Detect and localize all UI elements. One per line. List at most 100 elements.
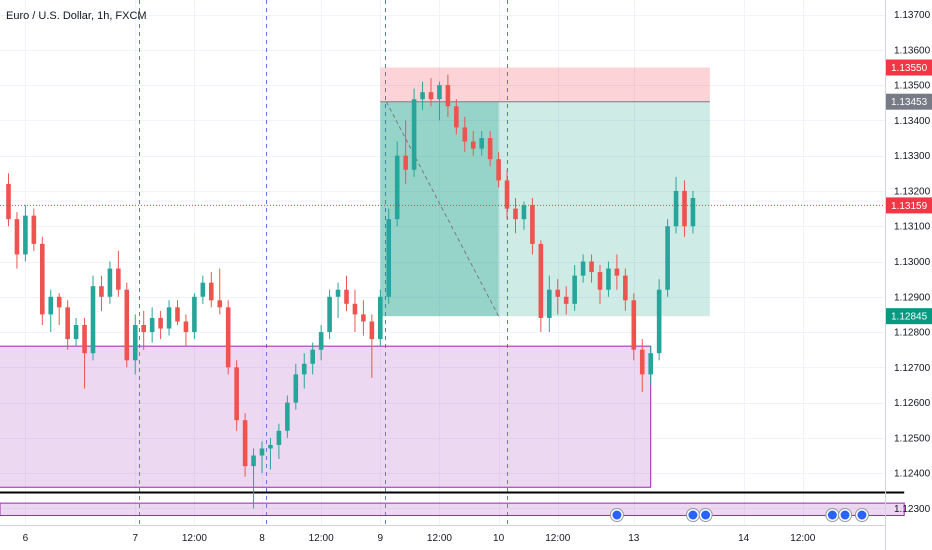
y-tick-label: 1.12700 [894,363,931,374]
candle [234,360,239,431]
x-tick-label: 12:00 [790,533,815,544]
price-badge-label: 1.13550 [891,63,928,74]
candle-body [73,324,79,340]
candle-body [420,92,425,100]
y-tick-label: 1.12300 [894,504,931,515]
y-tick-label: 1.12800 [894,328,931,339]
price-badge-bg [886,197,932,214]
candle-body [690,198,696,227]
candle-body [673,190,679,227]
stop-loss-zone[interactable] [380,67,710,102]
candle-body [445,85,451,107]
candle-body [394,155,400,220]
x-tick-label: 9 [378,533,384,544]
candle [614,254,620,290]
y-tick-label: 1.13600 [894,45,931,56]
candle [344,275,349,311]
price-badge-bg [886,308,932,325]
candle-body [572,275,577,304]
x-tick-label: 6 [23,533,29,544]
economic-event-icon[interactable] [609,508,624,522]
candle-body [547,289,552,318]
take-profit-zone[interactable] [380,101,710,317]
candle [6,173,11,227]
y-tick-label: 1.12600 [894,398,931,409]
candle [521,201,527,230]
candle-body [259,448,265,456]
candle [318,324,324,361]
price-badge: 1.13550 [886,59,932,76]
candle [327,289,332,340]
trade-path-line [385,101,500,317]
candle [369,314,375,378]
candle-body [107,268,113,297]
candle [606,261,611,297]
candle-body [90,286,96,354]
y-tick-label: 1.12900 [894,292,931,303]
candle-body [175,307,180,322]
candle [462,116,468,153]
time-axis[interactable]: 6 7 12:00 8 12:00 9 12:00 10 12:00 13 14 12:00 [23,533,816,544]
candle-body [403,155,408,170]
candle-body [513,208,518,220]
candle [14,212,20,269]
y-tick-label: 1.13400 [894,116,931,127]
x-tick-label: 10 [493,533,505,544]
candle [589,254,594,283]
event-markers[interactable] [609,508,869,522]
candle [107,261,113,304]
candle [470,130,476,156]
candle [268,437,273,470]
candle [149,307,155,343]
y-tick-label: 1.13000 [894,257,931,268]
candle-body [369,321,375,340]
candle [530,198,535,255]
candle [217,268,223,315]
event-dot [688,510,698,520]
candle-body [623,275,628,301]
candle-body [318,332,324,350]
candle-body [268,444,273,449]
candle-body [209,282,214,301]
price-axis[interactable]: 1.13700 1.13600 1.13500 1.13400 1.13300 1.132… [894,10,931,515]
economic-event-icon[interactable] [685,508,700,522]
candle [572,265,577,311]
candle [665,219,670,297]
candle-body [631,300,637,350]
candle-body [149,317,155,333]
candle [538,240,544,333]
candle-body [242,420,248,467]
candle-body [411,99,417,170]
candle-body [141,324,146,333]
candle [65,300,70,350]
economic-event-icon[interactable] [838,508,853,522]
candle [31,208,37,251]
grid-lines [0,0,885,525]
candle-body [132,324,138,361]
y-tick-label: 1.13700 [894,10,931,21]
candle-body [99,286,104,297]
candle [682,180,687,237]
x-tick-label: 7 [132,533,138,544]
x-tick-label: 8 [259,533,265,544]
candle [648,346,653,385]
economic-event-icon[interactable] [698,508,713,522]
economic-event-icon[interactable] [854,508,869,522]
candle [73,317,79,347]
candle-body [335,289,341,297]
trade-position-box[interactable] [380,67,710,317]
economic-event-icon[interactable] [825,508,840,522]
candle [90,275,96,361]
candle-body [639,349,645,375]
demand-zone-box [0,345,652,488]
y-tick-label: 1.13200 [894,186,931,197]
candle [175,300,180,325]
y-tick-label: 1.13300 [894,151,931,162]
candle [293,363,299,410]
price-badge-label: 1.12845 [891,312,928,323]
candle [479,130,484,156]
candle [301,353,307,389]
